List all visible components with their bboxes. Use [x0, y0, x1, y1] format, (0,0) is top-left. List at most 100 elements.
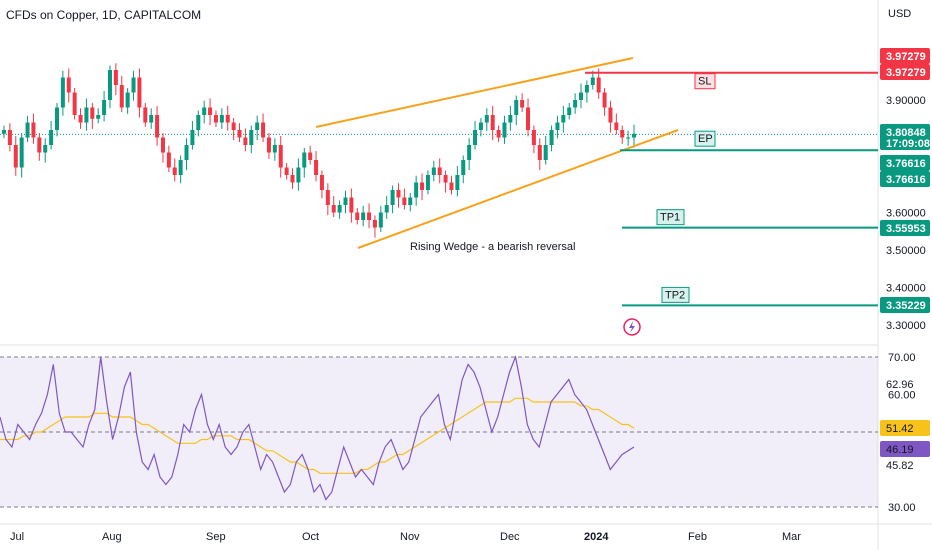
candle-body — [443, 175, 448, 183]
candle-body — [496, 130, 501, 138]
candle-body — [172, 167, 177, 175]
rsi-y-tick-label: 60.00 — [888, 390, 916, 402]
x-tick-label: Oct — [302, 531, 319, 543]
candle-body — [620, 130, 625, 138]
candle-body — [561, 115, 566, 123]
candle-body — [49, 130, 54, 145]
candle-body — [372, 220, 377, 228]
currency-label[interactable]: USD — [888, 8, 912, 20]
candle-body — [349, 197, 354, 213]
rsi-line — [0, 354, 635, 501]
candle-body — [614, 122, 619, 130]
candle-body — [78, 115, 83, 123]
x-tick-label: Aug — [102, 531, 122, 543]
candle-body — [378, 212, 383, 228]
candle-body — [367, 212, 372, 220]
price-tag-countdown: 17:09:08 — [886, 138, 930, 150]
rsi-tag-text: 62.96 — [886, 379, 914, 391]
x-tick-label: Nov — [400, 531, 420, 543]
y-tick-label: 3.50000 — [886, 245, 926, 257]
candle-body — [278, 145, 283, 168]
candle-body — [166, 152, 171, 168]
candle-body — [425, 175, 430, 190]
candle-body — [537, 145, 542, 160]
x-tick-label: Mar — [782, 531, 801, 543]
candle-body — [84, 107, 89, 123]
candle-body — [72, 92, 77, 115]
candle-body — [302, 152, 307, 168]
candle-body — [107, 70, 112, 100]
candle-body — [590, 77, 595, 85]
level-box-sl — [694, 73, 716, 90]
candle-body — [584, 85, 589, 93]
price-tag — [880, 64, 930, 80]
candle-body — [231, 122, 236, 130]
candle-body — [149, 115, 154, 123]
candle-body — [478, 122, 483, 130]
candle-body — [343, 197, 348, 205]
y-tick-label: 3.30000 — [886, 320, 926, 332]
candle-body — [184, 145, 189, 160]
candle-body — [66, 77, 71, 93]
candle-body — [155, 115, 160, 138]
y-tick-label: 3.60000 — [886, 208, 926, 220]
y-tick-label: 3.40000 — [886, 283, 926, 295]
candle-body — [7, 130, 12, 145]
wedge-annotation: Rising Wedge - a bearish reversal — [410, 241, 575, 253]
candle-body — [54, 107, 59, 130]
candle-body — [390, 190, 395, 205]
price-tag-text: 3.35229 — [886, 300, 926, 312]
candle-body — [37, 137, 42, 153]
candle-body — [266, 137, 271, 153]
candle-body — [467, 145, 472, 160]
candle-body — [531, 130, 536, 145]
candle-body — [596, 77, 601, 93]
candle-body — [160, 137, 165, 153]
level-box-tp2 — [661, 286, 690, 303]
candle-body — [361, 212, 366, 220]
candle-body — [261, 122, 266, 138]
candle-body — [396, 190, 401, 198]
candle-body — [237, 130, 242, 138]
candle-body — [502, 122, 507, 138]
candle-body — [143, 107, 148, 123]
candle-body — [255, 122, 260, 130]
candle-body — [567, 107, 572, 115]
candle-body — [632, 133, 636, 138]
candle-body — [19, 137, 24, 168]
candle-body — [514, 100, 519, 115]
candle-body — [308, 152, 313, 160]
candle-body — [555, 122, 560, 130]
candle-body — [202, 107, 207, 115]
rsi-tag-text: 45.82 — [886, 460, 914, 472]
candle-body — [43, 145, 48, 153]
candle-body — [549, 130, 554, 145]
candle-body — [208, 107, 213, 115]
y-tick-label: 3.90000 — [886, 95, 926, 107]
candle-body — [608, 107, 613, 123]
candle-body — [178, 160, 183, 175]
candle-body — [602, 92, 607, 108]
price-tag-text: 3.97279 — [886, 67, 926, 79]
rsi-tag-text: 51.42 — [886, 423, 914, 435]
candle-body — [508, 115, 513, 123]
candle-body — [90, 107, 95, 119]
chart-title: CFDs on Copper, 1D, CAPITALCOM — [6, 8, 202, 22]
candle-body — [102, 100, 107, 115]
level-label-sl: SL — [698, 76, 711, 88]
candle-body — [290, 175, 295, 183]
candle-body — [455, 175, 460, 190]
candle-body — [331, 205, 336, 213]
wedge-upper-line — [315, 57, 634, 128]
candle-body — [284, 167, 289, 175]
candle-body — [355, 212, 360, 220]
candle-body — [520, 100, 525, 108]
x-tick-label: Jul — [10, 531, 24, 543]
candle-body — [431, 167, 436, 175]
price-tag — [880, 220, 930, 236]
candle-body — [219, 115, 224, 123]
candle-body — [96, 115, 101, 119]
candle-body — [213, 115, 218, 123]
candle-body — [272, 145, 277, 153]
